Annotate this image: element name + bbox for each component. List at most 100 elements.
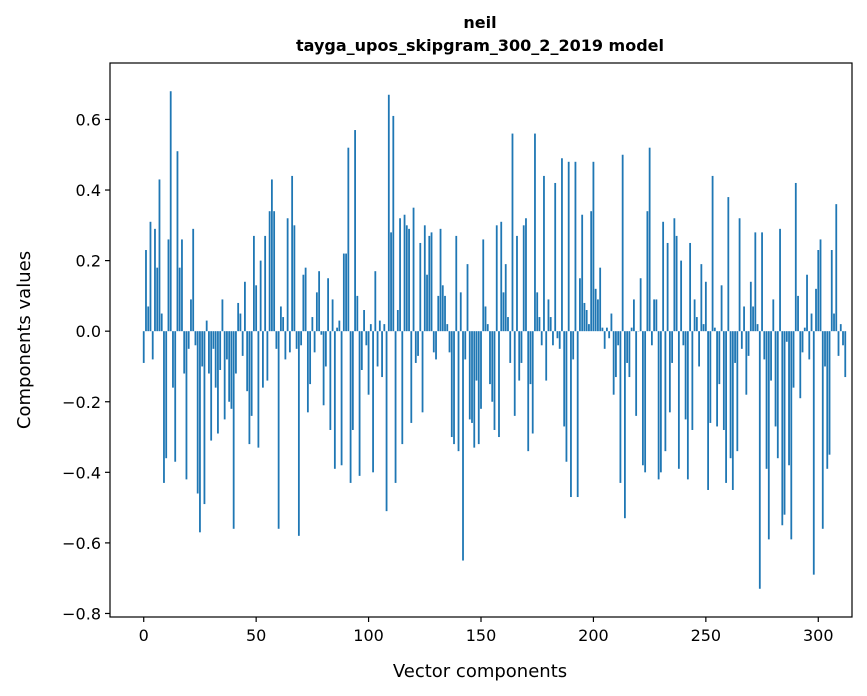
y-axis-ticks: −0.8 −0.6 −0.4 −0.2 0.0 0.2 0.4 0.6	[62, 110, 110, 623]
bar-180	[547, 299, 550, 332]
bar-91	[347, 147, 350, 332]
bar-138	[453, 331, 455, 445]
bar-148	[475, 331, 478, 381]
bar-86	[336, 327, 338, 332]
bar-82	[327, 278, 329, 332]
bar-121	[414, 331, 417, 363]
bar-209	[612, 331, 615, 395]
bar-270	[749, 281, 752, 332]
bar-187	[563, 331, 566, 427]
chart-subtitle: tayga_upos_skipgram_300_2_2019 model	[296, 36, 664, 55]
bar-34	[219, 331, 222, 370]
y-tick-label: 0.2	[76, 252, 101, 271]
bar-7	[158, 179, 161, 332]
bar-9	[163, 331, 165, 483]
bar-48	[250, 331, 253, 416]
bar-179	[545, 331, 548, 381]
bar-2	[147, 306, 150, 332]
bar-236	[673, 218, 676, 332]
bar-69	[297, 331, 300, 536]
bar-26	[201, 331, 204, 367]
bar-194	[579, 278, 581, 332]
bar-132	[439, 228, 442, 332]
bar-115	[401, 331, 404, 445]
bar-117	[405, 225, 408, 332]
bar-292	[799, 331, 802, 399]
bar-67	[293, 225, 296, 332]
bar-199	[590, 211, 593, 332]
bar-143	[464, 331, 467, 360]
bar-263	[734, 331, 736, 363]
bar-130	[435, 331, 437, 360]
bar-307	[833, 313, 835, 332]
bar-125	[423, 225, 426, 332]
bar-247	[698, 331, 700, 367]
bar-183	[554, 182, 557, 332]
bar-61	[279, 306, 282, 332]
bar-159	[500, 221, 503, 332]
bar-75	[311, 317, 314, 332]
bar-17	[181, 239, 183, 332]
bar-221	[639, 278, 642, 332]
bar-23	[194, 331, 197, 346]
bar-129	[432, 331, 435, 353]
bar-269	[747, 331, 750, 356]
x-tick-label: 200	[578, 626, 609, 645]
bar-14	[174, 331, 177, 462]
bar-80	[322, 331, 325, 406]
bar-158	[498, 331, 500, 438]
bar-146	[471, 331, 473, 423]
bar-109	[387, 94, 390, 332]
bar-278	[767, 331, 770, 540]
bar-35	[221, 299, 224, 332]
bar-175	[536, 292, 539, 332]
bar-262	[731, 331, 734, 490]
bar-94	[354, 130, 356, 332]
bar-176	[538, 317, 541, 332]
bar-216	[628, 331, 631, 378]
bar-157	[495, 225, 498, 332]
bar-59	[275, 331, 278, 349]
bar-88	[340, 331, 343, 466]
bar-83	[329, 331, 332, 430]
x-tick-label: 150	[466, 626, 497, 645]
bar-70	[300, 331, 303, 346]
bar-18	[183, 331, 186, 374]
bar-188	[565, 331, 568, 462]
bar-239	[680, 260, 683, 332]
bar-113	[396, 310, 399, 332]
bar-277	[765, 331, 768, 469]
bar-298	[812, 331, 815, 575]
bar-66	[291, 175, 294, 332]
bar-112	[394, 331, 397, 483]
bar-282	[776, 331, 779, 459]
bar-266	[740, 331, 743, 349]
bar-98	[363, 310, 365, 332]
bar-223	[644, 331, 647, 473]
chart-title: neil	[463, 13, 496, 32]
bar-108	[385, 331, 388, 512]
bar-227	[653, 299, 656, 332]
bar-93	[351, 331, 354, 430]
bar-139	[455, 235, 458, 332]
bar-177	[540, 331, 543, 346]
bar-6	[156, 267, 159, 332]
bar-149	[477, 331, 480, 445]
bar-110	[390, 232, 392, 332]
bar-167	[518, 331, 521, 381]
bar-19	[185, 331, 188, 480]
bar-205	[603, 331, 606, 349]
bar-154	[489, 331, 491, 385]
bar-246	[695, 317, 698, 332]
bar-24	[196, 331, 199, 494]
bar-21	[190, 299, 192, 332]
bar-271	[752, 306, 754, 332]
bar-64	[286, 218, 289, 332]
bar-10	[165, 331, 168, 459]
bar-296	[808, 331, 811, 360]
bar-39	[230, 331, 233, 409]
bar-134	[444, 295, 446, 332]
bar-295	[806, 274, 808, 332]
bar-253	[711, 175, 714, 332]
y-tick-label: −0.2	[62, 393, 101, 412]
